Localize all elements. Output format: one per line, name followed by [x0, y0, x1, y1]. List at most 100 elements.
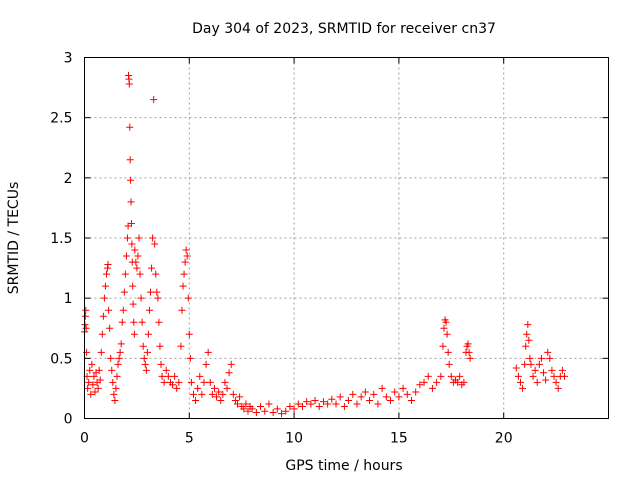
data-point — [257, 402, 265, 410]
data-point — [540, 369, 548, 377]
data-point — [294, 400, 302, 408]
data-point — [106, 324, 114, 332]
data-point — [315, 402, 323, 410]
data-point — [178, 306, 186, 314]
data-point — [460, 378, 468, 386]
data-point — [132, 258, 140, 266]
data-point — [202, 360, 210, 368]
data-point — [144, 330, 152, 338]
data-point — [447, 372, 455, 380]
data-point — [217, 396, 225, 404]
data-point — [173, 384, 181, 392]
data-point — [512, 364, 520, 372]
data-point — [127, 220, 135, 228]
data-point — [137, 294, 145, 302]
data-point — [552, 378, 560, 386]
data-point — [145, 306, 153, 314]
data-point — [119, 306, 127, 314]
data-point — [82, 324, 90, 332]
data-point — [175, 378, 183, 386]
data-point — [91, 388, 99, 396]
data-point — [99, 312, 107, 320]
data-point — [141, 360, 149, 368]
data-point — [125, 80, 133, 88]
data-point — [129, 300, 137, 308]
data-point — [116, 348, 124, 356]
data-point — [223, 384, 231, 392]
data-point — [84, 384, 92, 392]
data-point — [370, 390, 378, 398]
data-point — [303, 398, 311, 406]
data-point — [261, 407, 269, 415]
data-point — [155, 318, 163, 326]
y-tick-label: 0.5 — [50, 351, 72, 367]
data-point — [82, 306, 90, 314]
data-point — [123, 234, 131, 242]
data-point — [248, 405, 256, 413]
data-point — [127, 198, 135, 206]
data-point — [531, 366, 539, 374]
data-point — [269, 408, 277, 416]
data-point — [143, 348, 151, 356]
data-point — [399, 384, 407, 392]
data-point — [403, 390, 411, 398]
data-point — [184, 294, 192, 302]
data-point — [148, 264, 156, 272]
data-point — [206, 378, 214, 386]
data-point — [121, 270, 129, 278]
data-point — [378, 384, 386, 392]
data-point — [187, 378, 195, 386]
y-tick-label: 3 — [64, 51, 73, 67]
data-point — [244, 407, 252, 415]
data-point — [154, 294, 162, 302]
data-point — [286, 402, 294, 410]
data-point — [442, 318, 450, 326]
y-tick-label: 1 — [64, 291, 73, 307]
data-point — [523, 330, 531, 338]
data-point — [89, 381, 97, 389]
data-point — [103, 270, 111, 278]
data-point — [215, 388, 223, 396]
data-point — [97, 348, 105, 356]
data-point — [140, 354, 148, 362]
data-point — [349, 390, 357, 398]
data-point — [157, 360, 165, 368]
data-point — [126, 156, 134, 164]
data-point — [127, 176, 135, 184]
data-point — [252, 408, 260, 416]
data-point — [130, 330, 138, 338]
data-point — [433, 378, 441, 386]
data-point — [340, 402, 348, 410]
data-point — [96, 376, 104, 384]
data-point — [87, 390, 95, 398]
data-point — [108, 366, 116, 374]
data-point — [189, 390, 197, 398]
data-point — [550, 372, 558, 380]
data-point — [307, 400, 315, 408]
data-point — [151, 240, 159, 248]
data-point — [128, 240, 136, 248]
data-point — [100, 294, 108, 302]
data-point — [278, 410, 286, 418]
x-tick-label: 5 — [185, 431, 194, 447]
data-point — [336, 393, 344, 401]
data-point — [466, 354, 474, 362]
data-point — [548, 366, 556, 374]
data-point — [437, 372, 445, 380]
data-point — [185, 330, 193, 338]
data-point — [526, 354, 534, 362]
chart-title: Day 304 of 2023, SRMTID for receiver cn3… — [192, 21, 496, 37]
data-point — [169, 381, 177, 389]
data-point — [464, 340, 472, 348]
axis-tick-labels: 0 5 10 15 20 0 0.5 1 1.5 2 2.5 3 — [50, 51, 512, 447]
data-point — [544, 348, 552, 356]
data-point — [158, 372, 166, 380]
data-point — [324, 400, 332, 408]
data-point — [180, 270, 188, 278]
data-point — [428, 384, 436, 392]
data-point — [395, 393, 403, 401]
data-point — [182, 246, 190, 254]
y-axis-label: SRMTID / TECUs — [6, 182, 22, 295]
data-point — [177, 342, 185, 350]
